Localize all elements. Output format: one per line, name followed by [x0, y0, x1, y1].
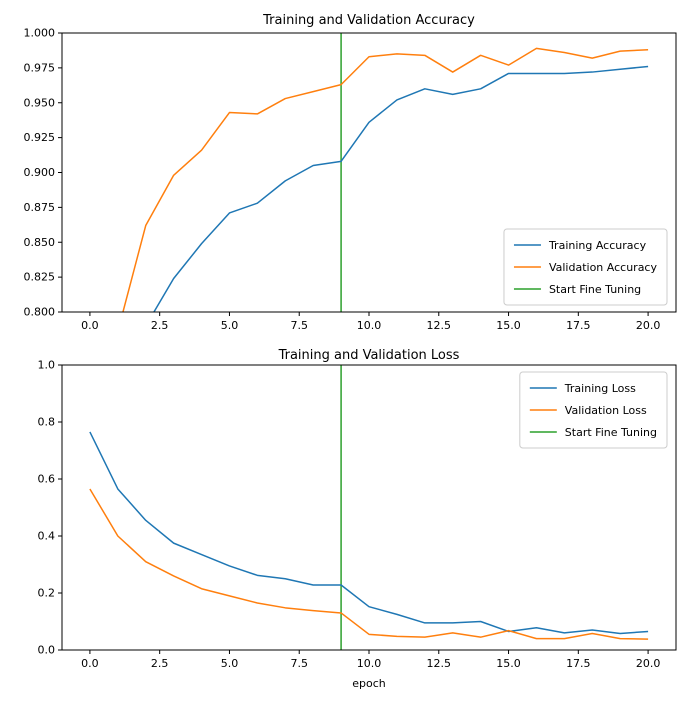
- legend-label: Training Loss: [564, 382, 636, 395]
- loss-chart-title: Training and Validation Loss: [278, 348, 460, 363]
- y-tick-label: 0.6: [38, 473, 56, 486]
- y-tick-label: 1.000: [24, 27, 56, 40]
- x-tick-label: 2.5: [151, 319, 169, 332]
- x-tick-label: 0.0: [81, 657, 99, 670]
- x-tick-label: 20.0: [636, 657, 661, 670]
- training-and-validation-loss-chart: 0.0 2.5 5.0 7.5 10.0 12.5 15.0 17.5 20.0 0.0 0.2 0.…: [38, 359, 677, 670]
- legend-frame: [519, 371, 668, 449]
- y-tick-label: 1.0: [38, 359, 56, 372]
- axes-frame: [61, 364, 677, 651]
- x-tick-label: 17.5: [566, 319, 591, 332]
- y-tick-label: 0.875: [24, 201, 56, 214]
- accuracy-chart-title: Training and Validation Accuracy: [262, 13, 475, 28]
- x-tick-label: 12.5: [427, 319, 452, 332]
- legend-frame: [503, 228, 668, 306]
- x-tick-label: 5.0: [221, 319, 239, 332]
- x-tick-label: 10.0: [357, 657, 382, 670]
- x-tick-label: 12.5: [427, 657, 452, 670]
- x-tick-label: 7.5: [290, 657, 308, 670]
- y-tick-label: 0.925: [24, 131, 56, 144]
- x-tick-label: 20.0: [636, 319, 661, 332]
- y-tick-label: 0.975: [24, 61, 56, 74]
- y-tick-label: 0.4: [38, 530, 56, 543]
- y-tick-label: 0.8: [38, 416, 56, 429]
- y-tick-label: 0.2: [38, 587, 56, 600]
- x-tick-label: 5.0: [221, 657, 239, 670]
- x-tick-label: 10.0: [357, 319, 382, 332]
- legend-label: Validation Loss: [565, 404, 647, 417]
- axes-frame: [61, 32, 677, 313]
- x-axis-label: epoch: [352, 677, 386, 690]
- validation-loss-line: [89, 488, 649, 640]
- x-tick-label: 0.0: [81, 319, 99, 332]
- charts-layer: 0.0 2.5 5.0 7.5 10.0 12.5 15.0 17.5 20.0 0.800 0.8…: [24, 27, 677, 670]
- x-tick-label: 15.0: [496, 657, 521, 670]
- training-loss-line: [89, 431, 649, 635]
- y-tick-label: 0.950: [24, 96, 56, 109]
- x-tick-label: 2.5: [151, 657, 169, 670]
- validation-accuracy-line: [122, 47, 649, 312]
- x-tick-label: 15.0: [496, 319, 521, 332]
- training-accuracy-line: [153, 65, 649, 312]
- legend-label: Training Accuracy: [548, 239, 647, 252]
- legend-label: Start Fine Tuning: [549, 283, 641, 296]
- legend-label: Validation Accuracy: [549, 261, 658, 274]
- legend-label: Start Fine Tuning: [565, 426, 657, 439]
- y-tick-label: 0.900: [24, 166, 56, 179]
- y-tick-label: 0.0: [38, 644, 56, 657]
- y-tick-label: 0.800: [24, 306, 56, 319]
- x-tick-label: 17.5: [566, 657, 591, 670]
- y-tick-label: 0.825: [24, 271, 56, 284]
- y-tick-label: 0.850: [24, 236, 56, 249]
- x-tick-label: 7.5: [290, 319, 308, 332]
- legend: Training Accuracy Validation Accuracy Star…: [503, 228, 668, 306]
- legend: Training Loss Validation Loss Start Fine T…: [519, 371, 668, 449]
- training-and-validation-accuracy-chart: 0.0 2.5 5.0 7.5 10.0 12.5 15.0 17.5 20.0 0.800 0.8…: [24, 27, 677, 332]
